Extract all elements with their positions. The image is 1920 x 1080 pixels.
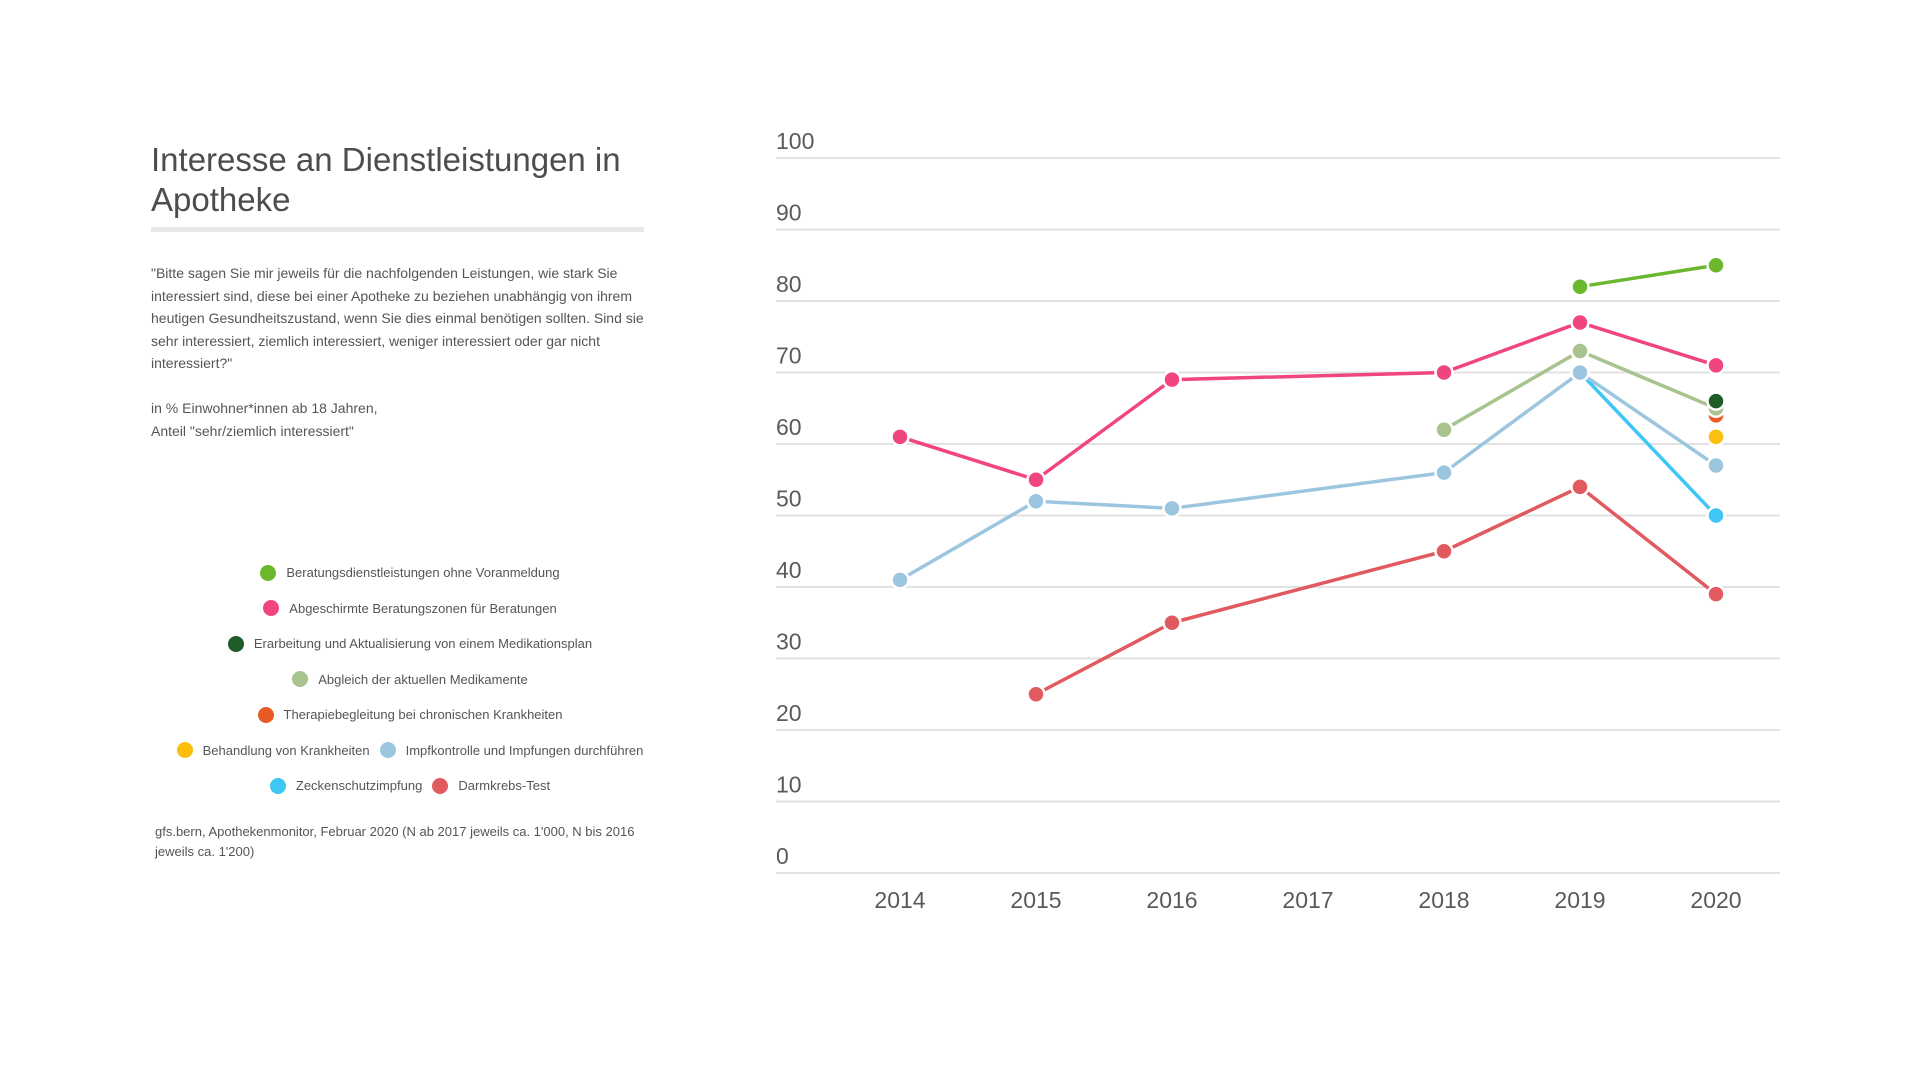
y-tick-label: 20 bbox=[776, 700, 802, 726]
legend-item[interactable]: Erarbeitung und Aktualisierung von einem… bbox=[227, 635, 593, 652]
y-tick-label: 100 bbox=[776, 128, 814, 154]
series-line bbox=[1578, 371, 1718, 517]
data-point[interactable] bbox=[1162, 613, 1182, 633]
legend-marker-icon bbox=[263, 600, 280, 617]
legend-row: Zeckenschutzimpfung Darmkrebs-Test bbox=[150, 768, 670, 804]
series-line bbox=[1579, 263, 1717, 289]
x-tick-label: 2015 bbox=[1010, 887, 1061, 913]
series-line bbox=[899, 320, 1717, 482]
data-point[interactable] bbox=[1706, 584, 1726, 604]
survey-question: "Bitte sagen Sie mir jeweils für die nac… bbox=[151, 262, 671, 442]
data-point[interactable] bbox=[1162, 369, 1182, 390]
y-tick-label: 80 bbox=[776, 271, 802, 297]
data-point[interactable] bbox=[1026, 470, 1046, 490]
y-tick-label: 90 bbox=[776, 200, 802, 226]
legend-marker-icon bbox=[227, 635, 244, 652]
data-point[interactable] bbox=[1570, 362, 1590, 383]
x-tick-label: 2014 bbox=[874, 887, 925, 913]
legend-label: Beratungsdienstleistungen ohne Voranmeld… bbox=[286, 565, 560, 581]
chart-legend: Beratungsdienstleistungen ohne Voranmeld… bbox=[150, 555, 670, 804]
legend-label: Zeckenschutzimpfung bbox=[295, 778, 423, 794]
data-point[interactable] bbox=[1162, 498, 1182, 519]
data-point[interactable] bbox=[1434, 462, 1454, 483]
legend-marker-icon bbox=[269, 777, 286, 794]
data-point[interactable] bbox=[1570, 341, 1590, 361]
data-point[interactable] bbox=[1026, 491, 1046, 511]
data-point[interactable] bbox=[1026, 684, 1046, 704]
legend-label: Darmkrebs-Test bbox=[458, 778, 551, 794]
x-tick-label: 2016 bbox=[1146, 887, 1197, 913]
data-point[interactable] bbox=[1570, 477, 1590, 497]
data-point[interactable] bbox=[890, 570, 910, 590]
legend-row: Abgeschirmte Beratungszonen für Beratung… bbox=[150, 591, 670, 627]
unit-note-line2: Anteil "sehr/ziemlich interessiert" bbox=[151, 422, 354, 439]
data-point[interactable] bbox=[1570, 276, 1590, 297]
y-tick-label: 70 bbox=[776, 343, 802, 369]
legend-label: Impfkontrolle und Impfungen durchführen bbox=[405, 742, 644, 758]
x-tick-label: 2019 bbox=[1554, 887, 1605, 913]
y-tick-label: 50 bbox=[776, 486, 802, 512]
series-line bbox=[899, 370, 1717, 582]
data-point[interactable] bbox=[1706, 391, 1726, 411]
legend-row: Abgleich der aktuellen Medikamente bbox=[150, 662, 670, 698]
legend-item[interactable]: Zeckenschutzimpfung bbox=[269, 777, 423, 794]
x-tick-label: 2017 bbox=[1282, 887, 1333, 913]
legend-item[interactable]: Beratungsdienstleistungen ohne Voranmeld… bbox=[260, 564, 560, 581]
series-line bbox=[1035, 485, 1718, 696]
legend-row: Therapiebegleitung bei chronischen Krank… bbox=[150, 697, 670, 733]
legend-item[interactable]: Abgleich der aktuellen Medikamente bbox=[292, 671, 528, 688]
legend-row: Beratungsdienstleistungen ohne Voranmeld… bbox=[150, 555, 670, 591]
legend-marker-icon bbox=[292, 671, 309, 688]
y-tick-label: 10 bbox=[776, 772, 802, 798]
legend-marker-icon bbox=[260, 564, 277, 581]
legend-item[interactable]: Abgeschirmte Beratungszonen für Beratung… bbox=[263, 600, 557, 617]
y-tick-label: 0 bbox=[776, 843, 789, 869]
y-tick-label: 30 bbox=[776, 629, 802, 655]
legend-label: Behandlung von Krankheiten bbox=[202, 742, 370, 758]
y-tick-label: 40 bbox=[776, 557, 802, 583]
legend-label: Abgeschirmte Beratungszonen für Beratung… bbox=[289, 600, 557, 616]
legend-marker-icon bbox=[379, 742, 396, 759]
y-tick-label: 60 bbox=[776, 414, 802, 440]
data-point[interactable] bbox=[1706, 255, 1726, 275]
question-text: "Bitte sagen Sie mir jeweils für die nac… bbox=[151, 265, 644, 371]
legend-marker-icon bbox=[432, 777, 449, 794]
data-point[interactable] bbox=[1434, 362, 1454, 383]
legend-row: Erarbeitung und Aktualisierung von einem… bbox=[150, 626, 670, 662]
data-point[interactable] bbox=[1706, 355, 1726, 376]
legend-item[interactable]: Behandlung von Krankheiten bbox=[176, 742, 370, 759]
data-point[interactable] bbox=[1434, 541, 1454, 561]
x-tick-label: 2018 bbox=[1418, 887, 1469, 913]
data-point[interactable] bbox=[1706, 427, 1726, 447]
legend-item[interactable]: Therapiebegleitung bei chronischen Krank… bbox=[257, 706, 563, 723]
page-title: Interesse an Dienstleistungen in Apothek… bbox=[151, 141, 621, 218]
title-divider bbox=[151, 227, 644, 232]
legend-label: Erarbeitung und Aktualisierung von einem… bbox=[253, 636, 593, 652]
legend-marker-icon bbox=[176, 742, 193, 759]
data-point[interactable] bbox=[1570, 312, 1590, 333]
legend-label: Abgleich der aktuellen Medikamente bbox=[318, 671, 528, 687]
source-note: gfs.bern, Apothekenmonitor, Februar 2020… bbox=[155, 824, 635, 859]
data-point[interactable] bbox=[1706, 505, 1726, 526]
legend-item[interactable]: Darmkrebs-Test bbox=[432, 777, 551, 794]
legend-marker-icon bbox=[257, 706, 274, 723]
legend-row: Behandlung von Krankheiten Impfkontrolle … bbox=[150, 733, 670, 769]
legend-label: Therapiebegleitung bei chronischen Krank… bbox=[283, 707, 563, 723]
data-point[interactable] bbox=[890, 427, 910, 447]
legend-item[interactable]: Impfkontrolle und Impfungen durchführen bbox=[379, 742, 644, 759]
data-point[interactable] bbox=[1434, 419, 1454, 440]
unit-note-line1: in % Einwohner*innen ab 18 Jahren, bbox=[151, 400, 378, 416]
data-point[interactable] bbox=[1706, 455, 1726, 476]
x-tick-label: 2020 bbox=[1690, 887, 1741, 913]
